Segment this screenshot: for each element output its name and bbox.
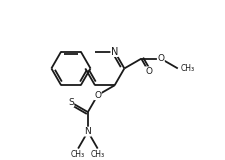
Text: CH₃: CH₃ xyxy=(71,150,85,159)
Text: N: N xyxy=(85,127,91,136)
Text: S: S xyxy=(68,98,74,107)
Text: O: O xyxy=(157,54,164,63)
Text: O: O xyxy=(145,67,152,76)
Text: CH₃: CH₃ xyxy=(91,150,105,159)
Text: O: O xyxy=(94,91,101,100)
Text: CH₃: CH₃ xyxy=(181,64,195,73)
Text: N: N xyxy=(111,47,118,56)
